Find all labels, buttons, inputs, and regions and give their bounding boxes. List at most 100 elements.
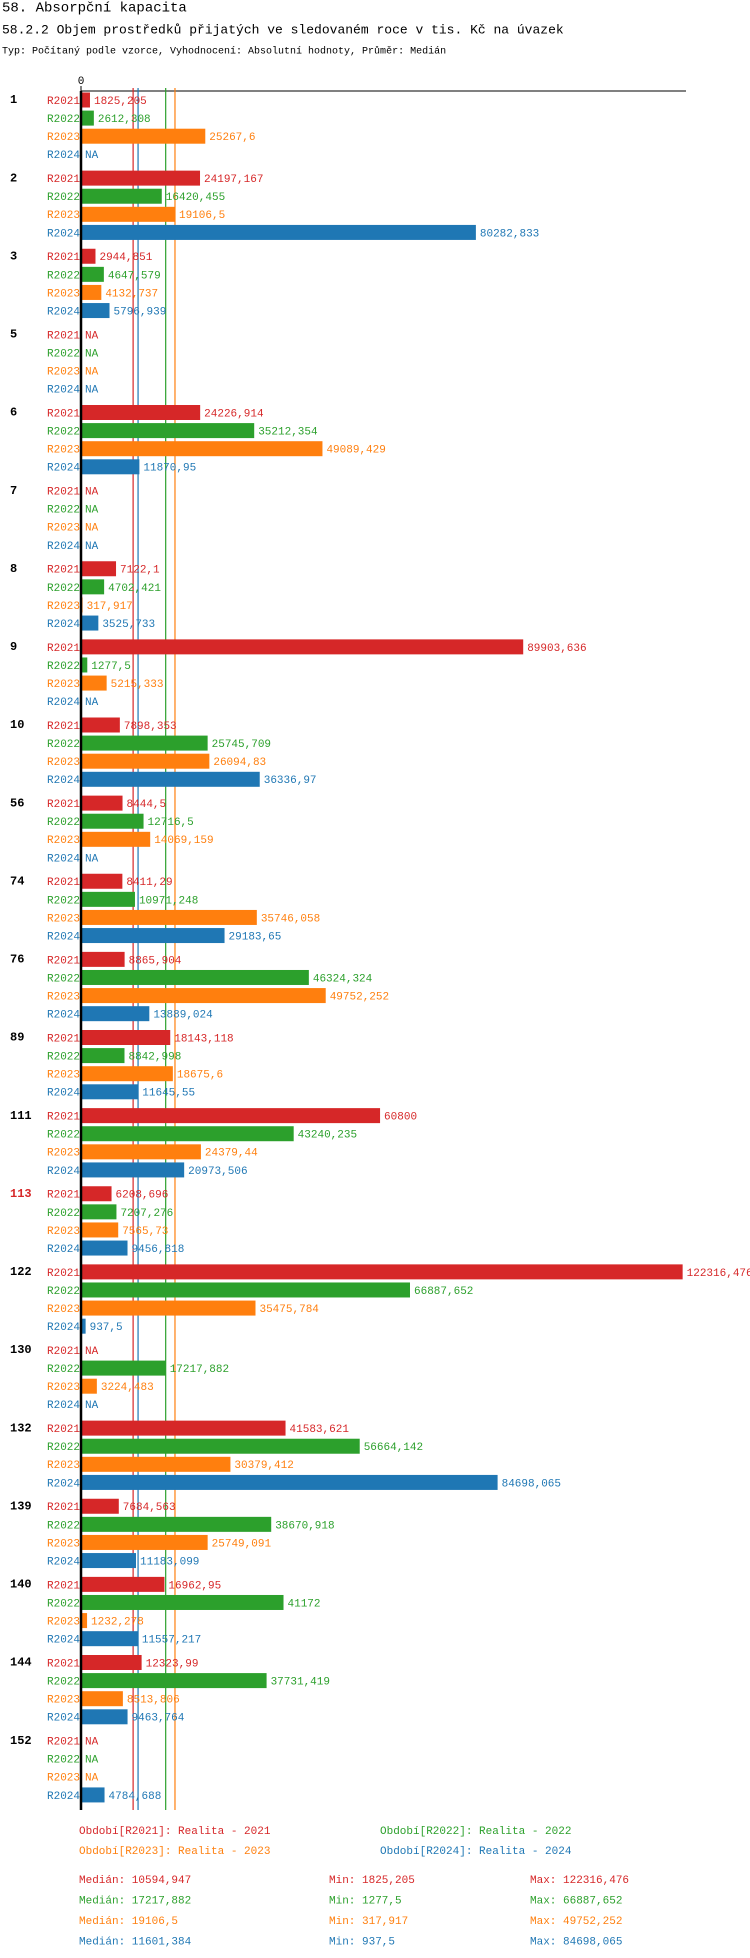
series-label: R2022 [47, 505, 80, 517]
bar [81, 639, 524, 655]
series-label: R2024 [47, 150, 80, 162]
series-label: R2023 [47, 757, 80, 769]
chart-subtitle: 58.2.2 Objem prostředků přijatých ve sle… [2, 22, 564, 37]
series-label: R2021 [47, 1346, 80, 1358]
series-label: R2022 [47, 114, 80, 126]
value-label: 24197,167 [204, 174, 263, 186]
series-label: R2021 [47, 877, 80, 889]
bar [81, 1438, 360, 1454]
legend-entry: Období[R2024]: Realita - 2024 [380, 1846, 572, 1858]
series-label: R2021 [47, 252, 80, 264]
value-label: 84698,065 [502, 1478, 561, 1490]
value-label: 7565,73 [122, 1226, 168, 1238]
bar [81, 1709, 128, 1725]
bar [81, 128, 206, 144]
legend-entry: Období[R2021]: Realita - 2021 [79, 1826, 271, 1838]
max-stat: Max: 84698,065 [530, 1936, 622, 1948]
bar [81, 284, 102, 300]
legend-entry: Období[R2023]: Realita - 2023 [79, 1846, 270, 1858]
min-stat: Min: 937,5 [329, 1936, 395, 1948]
series-label: R2021 [47, 1190, 80, 1202]
value-label: 6208,696 [116, 1190, 169, 1202]
x-tick-label: 0 [78, 76, 85, 88]
bar [81, 1655, 142, 1670]
value-label: NA [85, 150, 99, 162]
series-label: R2023 [47, 445, 80, 457]
category-label: 113 [10, 1187, 32, 1201]
bar [81, 717, 120, 733]
value-label: 7122,1 [120, 565, 160, 577]
bar [81, 1186, 112, 1202]
category-label: 1 [10, 93, 17, 107]
value-label: 3224,483 [101, 1382, 154, 1394]
bar [81, 928, 225, 944]
category-label: 152 [10, 1734, 32, 1748]
max-stat: Max: 66887,652 [530, 1895, 622, 1907]
bar [81, 303, 110, 319]
bar [81, 1378, 97, 1394]
series-label: R2023 [47, 1382, 80, 1394]
value-label: 4647,579 [108, 270, 161, 282]
series-label: R2021 [47, 1658, 80, 1670]
max-stat: Max: 122316,476 [530, 1875, 629, 1887]
series-label: R2023 [47, 601, 80, 613]
bar [81, 969, 309, 985]
series-label: R2022 [47, 739, 80, 751]
series-label: R2024 [47, 541, 80, 553]
series-label: R2022 [47, 583, 80, 595]
value-label: 24379,44 [205, 1148, 258, 1160]
value-label: 41583,621 [290, 1424, 350, 1436]
series-label: R2022 [47, 1598, 80, 1610]
series-label: R2022 [47, 348, 80, 360]
bar [81, 1264, 683, 1280]
value-label: 16962,95 [168, 1580, 221, 1592]
category-label: 132 [10, 1421, 32, 1435]
category-label: 130 [10, 1343, 32, 1357]
bar [81, 1084, 139, 1100]
series-label: R2021 [47, 1580, 80, 1592]
bar [81, 561, 117, 577]
value-label: 60800 [384, 1112, 417, 1124]
bar [81, 405, 201, 420]
value-label: NA [85, 505, 99, 517]
category-label: 89 [10, 1031, 24, 1045]
value-label: 35212,354 [258, 427, 318, 439]
series-label: R2023 [47, 991, 80, 1003]
value-label: 66887,652 [414, 1286, 473, 1298]
value-label: 2944,851 [99, 252, 152, 264]
value-label: 19106,5 [179, 210, 225, 222]
bar [81, 423, 255, 439]
series-label: R2024 [47, 853, 80, 865]
value-label: 41172 [288, 1598, 321, 1610]
value-label: NA [85, 330, 99, 342]
value-label: NA [85, 1737, 99, 1749]
category-label: 7 [10, 484, 17, 498]
bar [81, 1456, 231, 1472]
series-label: R2021 [47, 1033, 80, 1045]
bar [81, 248, 96, 264]
bar [81, 188, 162, 204]
bar [81, 891, 135, 907]
value-label: 9456,818 [132, 1244, 185, 1256]
value-label: 9463,764 [132, 1713, 185, 1725]
value-label: NA [85, 1346, 99, 1358]
series-label: R2022 [47, 1286, 80, 1298]
bar [81, 1066, 173, 1082]
value-label: 49752,252 [330, 991, 389, 1003]
series-label: R2023 [47, 1460, 80, 1472]
series-label: R2023 [47, 210, 80, 222]
bar [81, 92, 90, 108]
value-label: 46324,324 [313, 973, 373, 985]
value-label: 1277,5 [91, 661, 131, 673]
value-label: 18675,6 [177, 1070, 223, 1082]
series-label: R2023 [47, 913, 80, 925]
median-stat: Medián: 11601,384 [79, 1936, 192, 1948]
bar [81, 1006, 150, 1022]
series-label: R2022 [47, 1208, 80, 1220]
series-label: R2021 [47, 1502, 80, 1514]
value-label: 36336,97 [264, 775, 317, 787]
bar [81, 1282, 411, 1298]
series-label: R2023 [47, 1148, 80, 1160]
bar [81, 110, 94, 126]
min-stat: Min: 1277,5 [329, 1895, 402, 1907]
